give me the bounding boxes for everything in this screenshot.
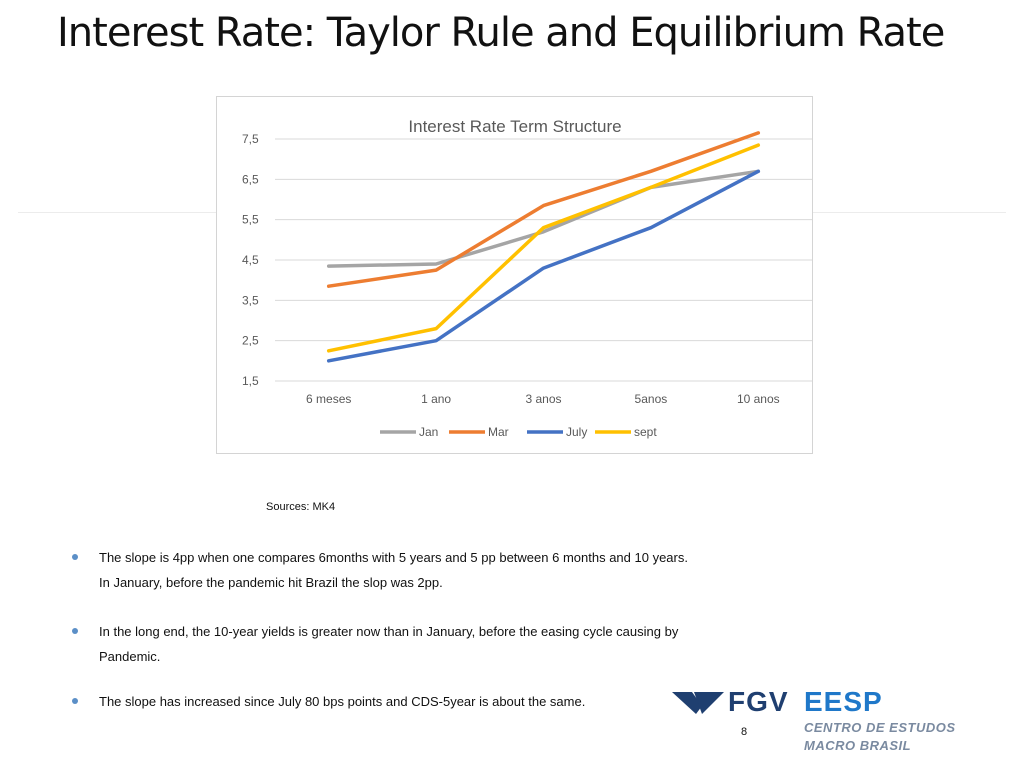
bullet-text: The slope has increased since July 80 bp…: [99, 694, 586, 709]
y-tick-label: 3,5: [242, 293, 259, 307]
fgv-eesp-logo: FGV EESP CENTRO DE ESTUDOS MACRO BRASIL: [672, 686, 992, 758]
logo-subtitle-1: CENTRO DE ESTUDOS: [804, 720, 956, 735]
x-tick-label: 5anos: [635, 392, 668, 406]
y-tick-label: 5,5: [242, 213, 259, 227]
legend-label: sept: [634, 425, 657, 439]
slide-title: Interest Rate: Taylor Rule and Equilibri…: [57, 10, 945, 56]
chart-container: Interest Rate Term Structure 7,5 6,5 5,5 4,5…: [216, 96, 813, 454]
logo-eesp: EESP: [804, 686, 883, 717]
y-tick-label: 7,5: [242, 132, 259, 146]
logo-subtitle-2: MACRO BRASIL: [804, 738, 912, 753]
y-tick-label: 4,5: [242, 253, 259, 267]
bullet-dot-icon: [72, 698, 78, 704]
fgv-wing-icon: [672, 692, 724, 714]
x-tick-label: 1 ano: [421, 392, 451, 406]
bullet-dot-icon: [72, 554, 78, 560]
line-chart: Interest Rate Term Structure 7,5 6,5 5,5 4,5…: [242, 117, 812, 439]
legend-label: Jan: [419, 425, 438, 439]
series-line-sept: [326, 143, 761, 353]
legend-label: Mar: [488, 425, 509, 439]
legend-label: July: [566, 425, 587, 439]
bullet-text: The slope is 4pp when one compares 6mont…: [99, 550, 688, 590]
page-number: 8: [741, 726, 748, 738]
series-line-jan: [326, 169, 761, 268]
x-tick-label: 10 anos: [737, 392, 780, 406]
x-tick-label: 6 meses: [306, 392, 351, 406]
y-tick-label: 1,5: [242, 374, 259, 388]
logo-fgv: FGV: [728, 686, 789, 717]
series-line-mar: [326, 131, 761, 288]
x-tick-label: 3 anos: [525, 392, 561, 406]
y-tick-label: 6,5: [242, 172, 259, 186]
chart-title: Interest Rate Term Structure: [408, 117, 621, 136]
bullet-dot-icon: [72, 628, 78, 634]
sources-note: Sources: MK4: [266, 501, 336, 513]
bullet-text: In the long end, the 10-year yields is g…: [99, 624, 679, 664]
y-tick-label: 2,5: [242, 334, 259, 348]
series-line-july: [326, 169, 761, 363]
